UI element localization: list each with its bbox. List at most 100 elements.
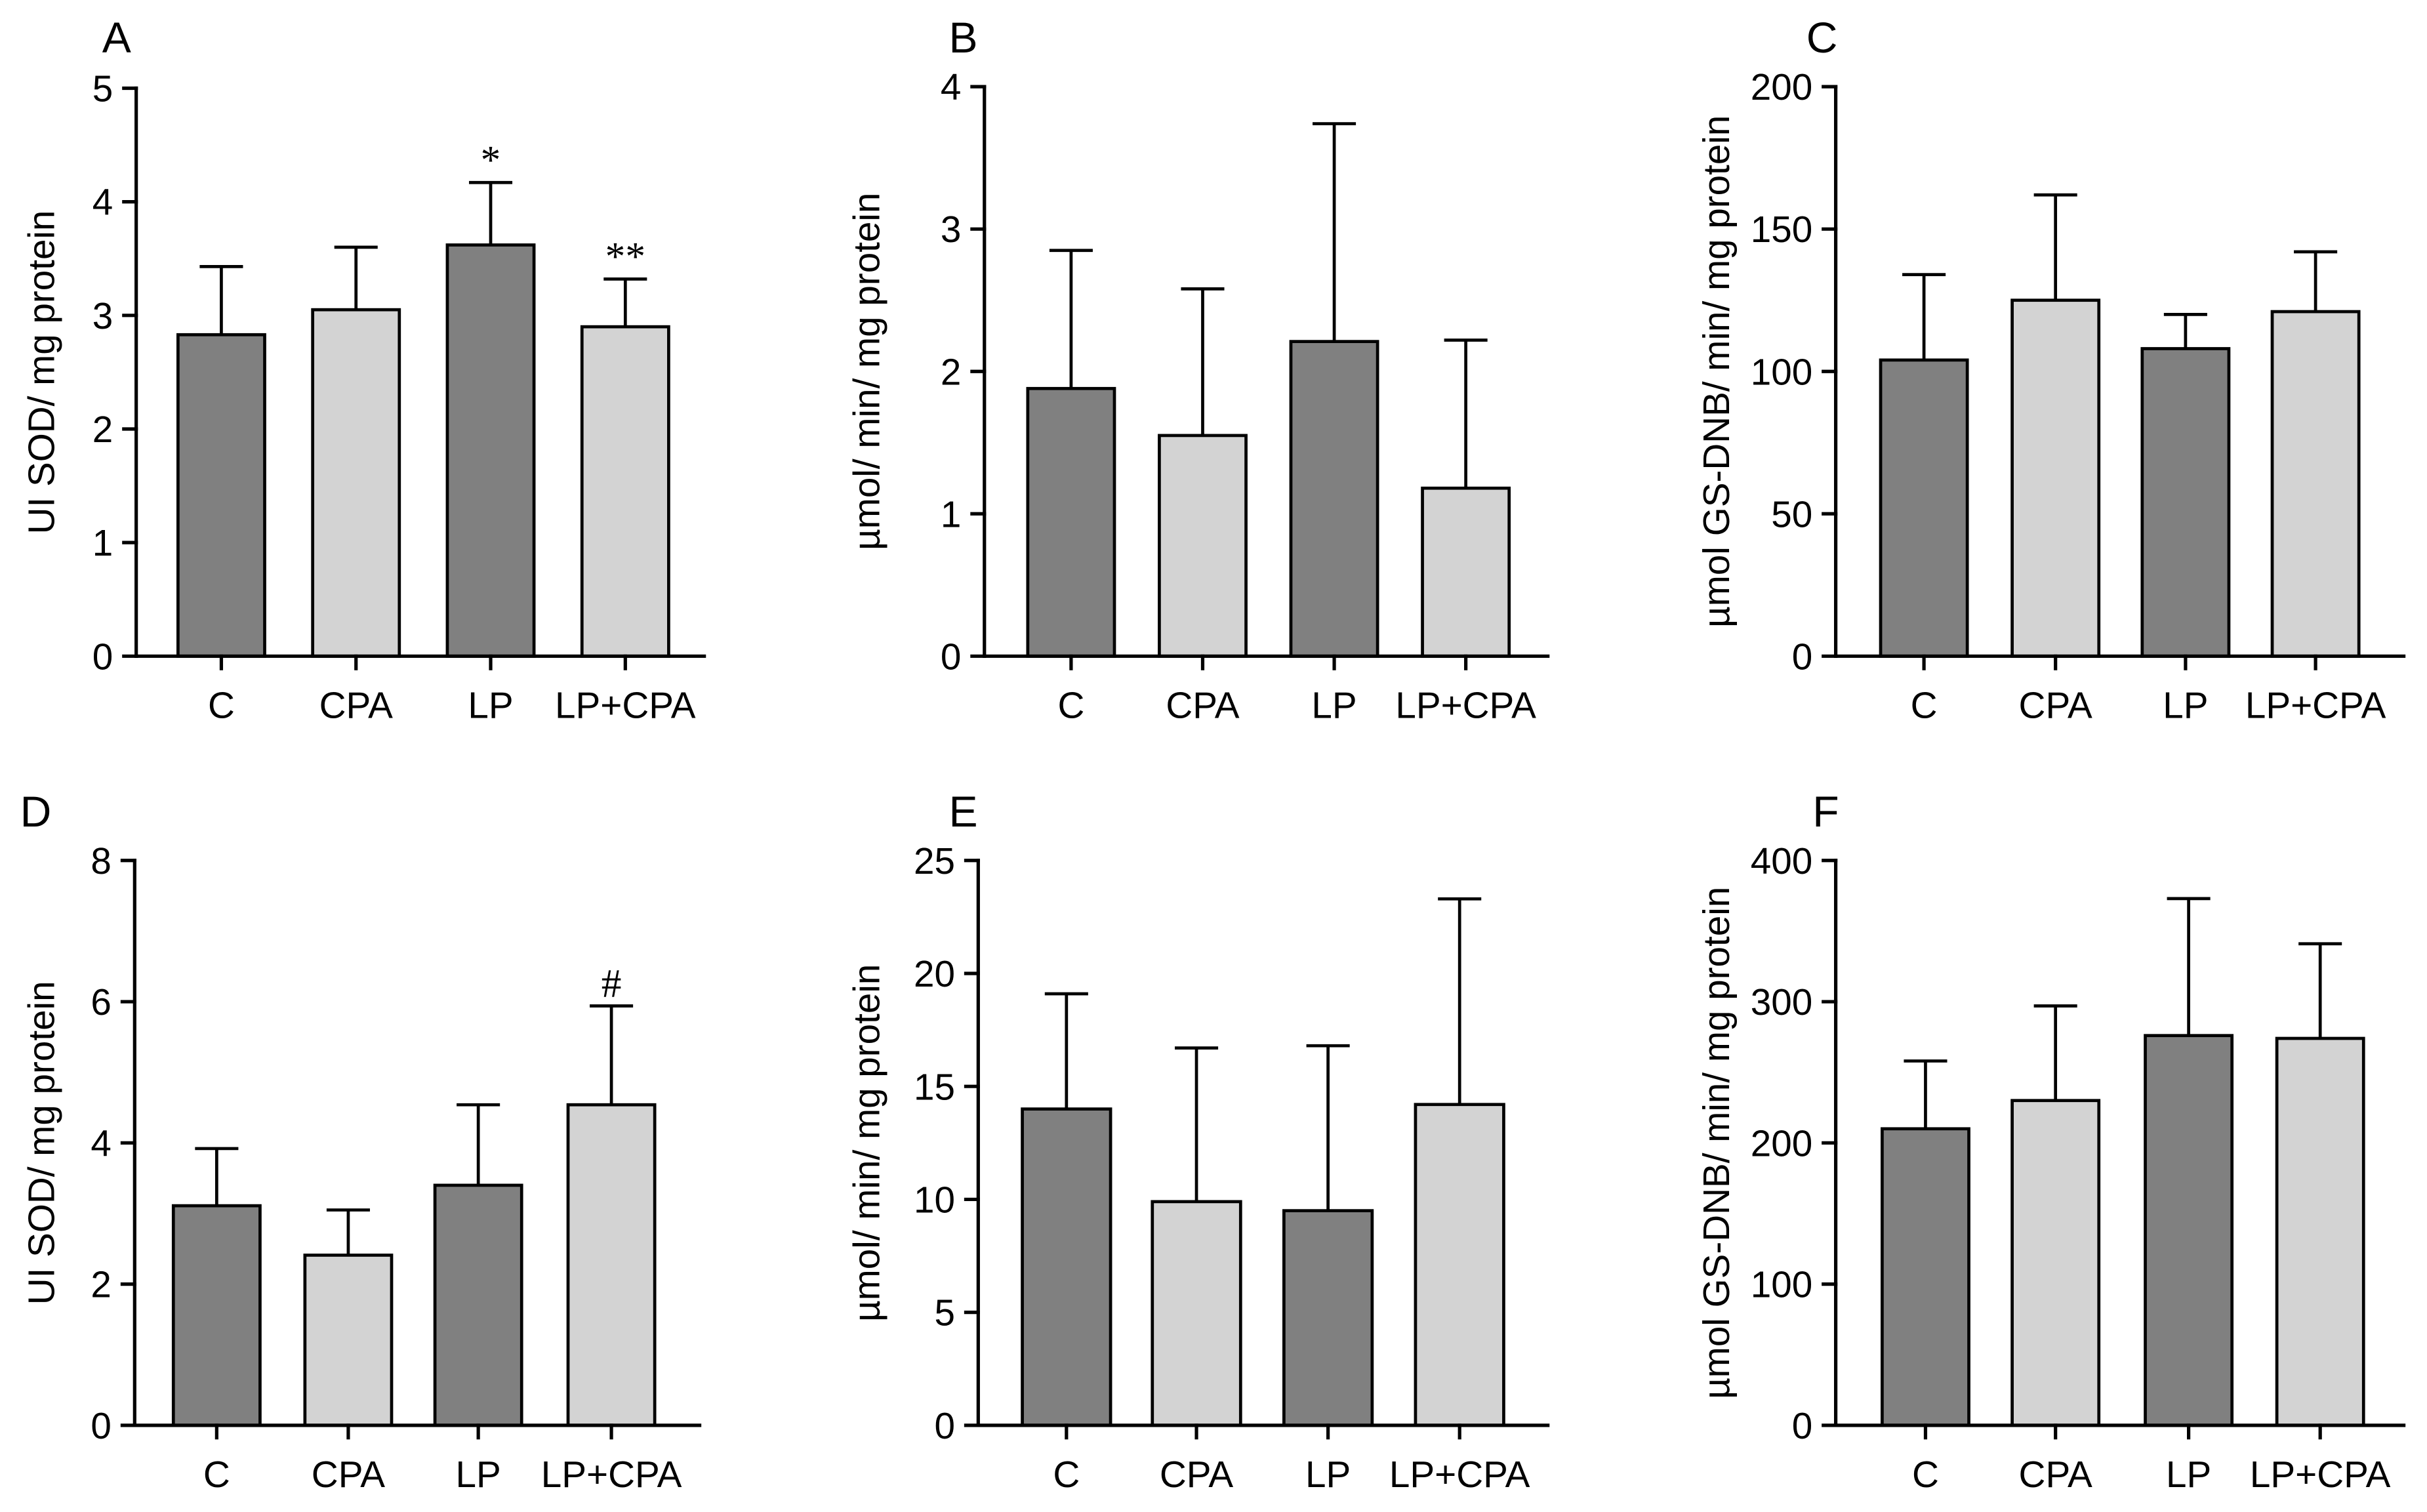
y-tick-label: 2	[92, 409, 113, 450]
x-tick-label: LP	[1305, 1454, 1351, 1495]
x-tick-label: LP+CPA	[541, 1454, 682, 1495]
y-axis-label: UI SOD/ mg protein	[21, 210, 62, 534]
bar	[1881, 1127, 1970, 1427]
x-tick-label: C	[1912, 1454, 1939, 1495]
y-tick-label: 4	[941, 66, 961, 108]
x-tick-label: CPA	[2019, 1454, 2092, 1495]
x-tick-label: CPA	[312, 1454, 385, 1495]
bar	[580, 325, 670, 658]
bar	[1282, 1209, 1374, 1427]
y-tick-label: 5	[934, 1292, 954, 1334]
y-axis-label: µmol/ min/ mg protein	[846, 964, 887, 1322]
panel-letter: C	[1806, 13, 1838, 62]
y-tick-label: 400	[1751, 840, 1812, 882]
x-tick-label: C	[203, 1454, 230, 1495]
panel-letter: A	[102, 13, 131, 62]
x-tick-label: C	[1053, 1454, 1080, 1495]
y-tick-label: 2	[91, 1264, 111, 1305]
y-tick-label: 8	[91, 840, 111, 882]
bar	[2010, 1099, 2101, 1427]
panel-d: D UI SOD/ mg protein C CPA LP # LP+CPA 0 2 4 6 8	[20, 787, 702, 1495]
bar	[566, 1103, 657, 1427]
panel-letter: E	[948, 787, 977, 836]
bar	[176, 333, 266, 658]
significance-marker: **	[605, 234, 645, 279]
y-tick-label: 0	[1792, 636, 1812, 677]
y-tick-label: 3	[92, 295, 113, 337]
x-tick-label: LP+CPA	[2250, 1454, 2391, 1495]
bar	[433, 1183, 523, 1427]
bar	[2270, 310, 2361, 658]
x-tick-label: C	[208, 685, 235, 726]
y-tick-label: 3	[941, 209, 961, 250]
y-tick-label: 200	[1751, 66, 1812, 108]
y-axis-label: µmol GS-DNB/ min/ mg protein	[1696, 887, 1737, 1399]
x-tick-label: C	[1911, 685, 1938, 726]
y-tick-label: 20	[914, 953, 955, 994]
bar	[1289, 340, 1379, 658]
y-tick-label: 1	[92, 522, 113, 563]
x-tick-label: CPA	[2019, 685, 2092, 726]
bar	[2144, 1034, 2234, 1427]
bar	[1151, 1200, 1242, 1427]
y-axis-label: UI SOD/ mg protein	[21, 981, 62, 1305]
bar	[311, 308, 401, 658]
y-tick-label: 0	[1792, 1405, 1812, 1446]
y-tick-label: 300	[1751, 981, 1812, 1023]
y-tick-label: 4	[92, 182, 113, 223]
bar	[1026, 386, 1116, 658]
bar	[2010, 298, 2101, 658]
y-tick-label: 0	[941, 636, 961, 677]
y-tick-label: 0	[934, 1405, 954, 1446]
bar	[445, 243, 536, 658]
panel-letter: B	[948, 13, 977, 62]
x-tick-label: LP	[2163, 685, 2208, 726]
bar	[2140, 347, 2231, 658]
x-tick-label: LP	[456, 1454, 501, 1495]
significance-marker: *	[481, 138, 501, 182]
bar	[1158, 434, 1248, 658]
bar	[303, 1254, 394, 1427]
y-tick-label: 6	[91, 981, 111, 1023]
x-tick-label: CPA	[1160, 1454, 1233, 1495]
y-tick-label: 0	[92, 636, 113, 677]
x-tick-label: LP	[468, 685, 513, 726]
y-tick-label: 10	[914, 1179, 955, 1220]
bar	[1421, 486, 1511, 658]
y-tick-label: 2	[941, 351, 961, 392]
x-tick-label: CPA	[319, 685, 393, 726]
y-tick-label: 200	[1751, 1122, 1812, 1164]
y-tick-label: 4	[91, 1122, 111, 1164]
y-tick-label: 100	[1751, 351, 1812, 392]
x-tick-label: LP	[2166, 1454, 2211, 1495]
y-tick-label: 100	[1751, 1264, 1812, 1305]
x-tick-label: LP	[1311, 685, 1356, 726]
bar	[1021, 1107, 1112, 1427]
bar	[171, 1204, 262, 1427]
y-tick-label: 1	[941, 493, 961, 535]
y-tick-label: 15	[914, 1066, 955, 1107]
x-tick-label: LP+CPA	[1395, 685, 1536, 726]
x-tick-label: LP+CPA	[1389, 1454, 1530, 1495]
panel-letter: F	[1812, 787, 1839, 836]
y-axis-label: µmol/ min/ mg protein	[846, 193, 887, 550]
bar	[1879, 358, 1969, 658]
y-tick-label: 150	[1751, 209, 1812, 250]
bar	[2275, 1036, 2365, 1427]
x-tick-label: LP+CPA	[2245, 685, 2386, 726]
panel-letter: D	[20, 787, 52, 836]
y-tick-label: 50	[1771, 493, 1812, 535]
y-axis-label: µmol GS-DNB/ min/ mg protein	[1696, 115, 1737, 628]
x-tick-label: CPA	[1166, 685, 1239, 726]
bar	[1414, 1103, 1505, 1427]
panel-a: A UI SOD/ mg protein C CPA * LP ** LP+CPA 0 1 2 3 4 5	[21, 13, 706, 726]
y-tick-label: 0	[91, 1405, 111, 1446]
y-tick-label: 25	[914, 840, 955, 882]
x-tick-label: C	[1057, 685, 1084, 726]
